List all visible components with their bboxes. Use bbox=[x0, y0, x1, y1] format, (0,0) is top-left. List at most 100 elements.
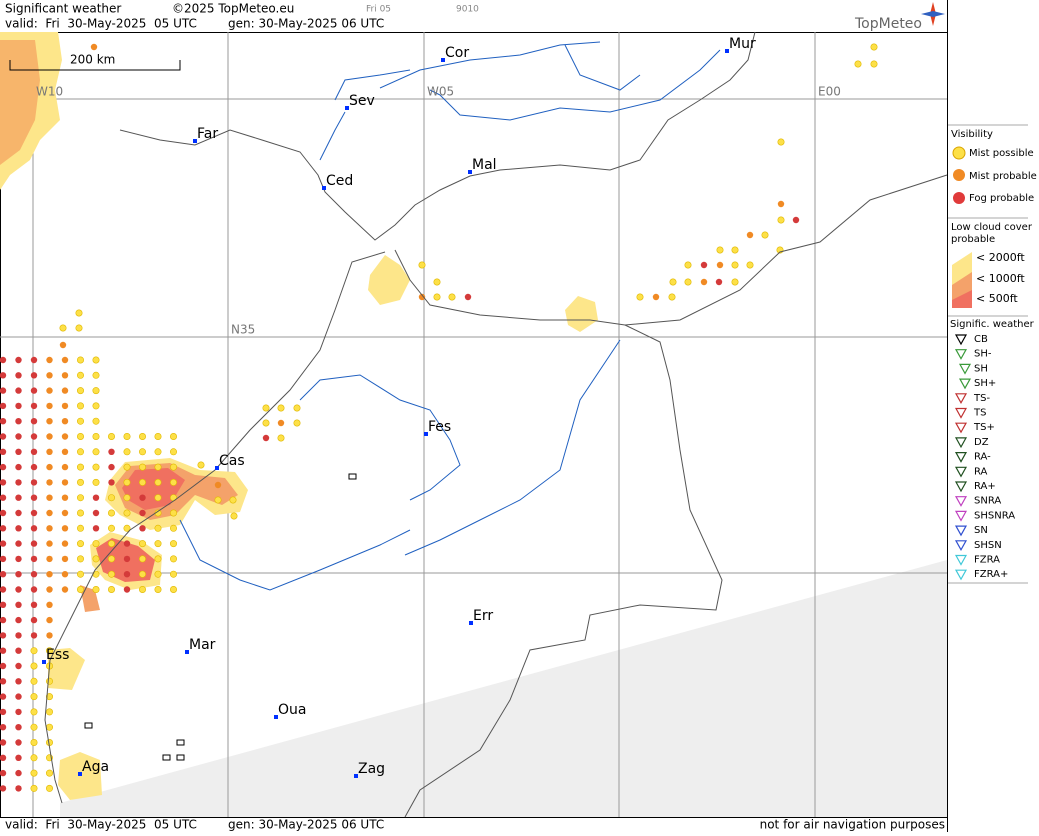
visibility-symbol bbox=[197, 461, 205, 469]
visibility-symbol bbox=[46, 555, 53, 563]
visibility-symbol bbox=[792, 216, 800, 224]
logo-star bbox=[921, 2, 945, 26]
weather-icon bbox=[954, 334, 968, 346]
visibility-symbol bbox=[15, 571, 22, 578]
visibility-symbol bbox=[30, 372, 38, 379]
visibility-symbol bbox=[30, 586, 38, 593]
visibility-symbol bbox=[15, 372, 22, 379]
visibility-symbol bbox=[123, 494, 131, 502]
weather-icon bbox=[954, 466, 968, 478]
city-label: Fes bbox=[428, 419, 451, 435]
visibility-symbol bbox=[59, 341, 67, 349]
visibility-symbol bbox=[139, 509, 146, 517]
visibility-symbol bbox=[139, 540, 147, 548]
visibility-symbol bbox=[108, 555, 116, 563]
visibility-symbol bbox=[92, 540, 100, 548]
river bbox=[439, 49, 721, 121]
visibility-symbol bbox=[15, 479, 22, 486]
visibility-symbol bbox=[418, 293, 426, 301]
visibility-symbol bbox=[170, 509, 178, 517]
visibility-symbol bbox=[15, 494, 22, 501]
visibility-symbol bbox=[15, 769, 22, 777]
visibility-symbol bbox=[731, 278, 739, 286]
visibility-symbol bbox=[45, 769, 53, 777]
weather-label: RA+ bbox=[974, 481, 996, 492]
weather-icon bbox=[958, 363, 972, 375]
visibility-symbol bbox=[30, 509, 38, 517]
visibility-symbol bbox=[170, 540, 178, 548]
river bbox=[299, 374, 461, 501]
visibility-symbol bbox=[0, 616, 7, 624]
legend-heading: Low cloud cover bbox=[951, 222, 1033, 233]
visibility-symbol bbox=[0, 693, 7, 700]
visibility-symbol bbox=[0, 463, 7, 471]
visibility-symbol bbox=[0, 708, 7, 716]
visibility-symbol bbox=[77, 524, 85, 532]
visibility-symbol bbox=[170, 478, 178, 486]
visibility-symbol bbox=[45, 723, 53, 731]
visibility-symbol bbox=[0, 433, 7, 440]
cb-symbol bbox=[348, 473, 357, 480]
visibility-symbol bbox=[30, 708, 38, 716]
visibility-symbol bbox=[448, 293, 456, 301]
visibility-symbol bbox=[0, 785, 7, 792]
graticule bbox=[0, 32, 947, 817]
weather-symbols bbox=[0, 43, 878, 792]
visibility-symbol bbox=[15, 448, 22, 455]
visibility-symbol bbox=[30, 418, 38, 425]
city-label: Mal bbox=[472, 157, 497, 173]
visibility-symbol bbox=[0, 509, 7, 517]
weather-label: SN bbox=[974, 525, 988, 536]
visibility-symbol bbox=[700, 261, 708, 269]
weather-icon bbox=[954, 525, 968, 537]
low-cloud-area bbox=[368, 255, 410, 305]
visibility-symbol bbox=[277, 434, 285, 442]
visibility-symbol bbox=[77, 371, 85, 379]
visibility-symbol bbox=[15, 555, 22, 563]
visibility-symbol bbox=[123, 555, 131, 563]
visibility-symbol bbox=[108, 524, 116, 532]
city-label: Mur bbox=[729, 36, 756, 52]
valid-time: valid: Fri 30-May-2025 05 UTC bbox=[5, 818, 197, 832]
visibility-symbol bbox=[30, 647, 38, 655]
visibility-symbol bbox=[30, 525, 38, 532]
visibility-symbol bbox=[0, 647, 7, 654]
visibility-symbol bbox=[61, 372, 69, 379]
legend-label: < 2000ft bbox=[976, 251, 1025, 264]
visibility-symbol bbox=[45, 647, 53, 655]
scale-bar bbox=[9, 60, 181, 71]
visibility-symbol bbox=[170, 555, 178, 563]
visibility-symbol bbox=[139, 585, 147, 593]
visibility-symbol bbox=[92, 585, 100, 593]
legend: Visibility Mist possible Mist probable F… bbox=[948, 124, 1037, 584]
visibility-symbol bbox=[46, 616, 53, 624]
visibility-symbol bbox=[15, 387, 22, 394]
visibility-symbol bbox=[433, 293, 441, 301]
visibility-symbol bbox=[433, 278, 441, 286]
city-label: Aga bbox=[82, 759, 109, 775]
visibility-symbol bbox=[214, 481, 222, 489]
visibility-symbol bbox=[0, 678, 7, 685]
visibility-symbol bbox=[30, 387, 38, 394]
visibility-symbol bbox=[684, 278, 692, 286]
visibility-symbol bbox=[77, 585, 85, 593]
visibility-symbol bbox=[0, 540, 7, 547]
weather-icon bbox=[954, 452, 968, 463]
visibility-symbol bbox=[15, 647, 22, 654]
cb-symbols bbox=[84, 473, 357, 761]
low-cloud-area bbox=[0, 40, 40, 165]
visibility-symbol bbox=[262, 404, 270, 412]
weather-icon bbox=[954, 540, 968, 552]
weather-icon bbox=[958, 378, 972, 390]
visibility-symbol bbox=[777, 138, 785, 146]
visibility-symbol bbox=[15, 418, 22, 425]
visibility-symbol bbox=[731, 261, 739, 269]
visibility-symbol bbox=[277, 404, 285, 412]
weather-label: TS- bbox=[973, 393, 990, 404]
visibility-symbol bbox=[92, 463, 100, 471]
city-label: Cas bbox=[219, 453, 245, 469]
weather-label: FZRA bbox=[974, 555, 1000, 566]
visibility-symbol bbox=[30, 769, 38, 777]
weather-label: DZ bbox=[974, 437, 989, 448]
visibility-symbol bbox=[154, 478, 162, 486]
